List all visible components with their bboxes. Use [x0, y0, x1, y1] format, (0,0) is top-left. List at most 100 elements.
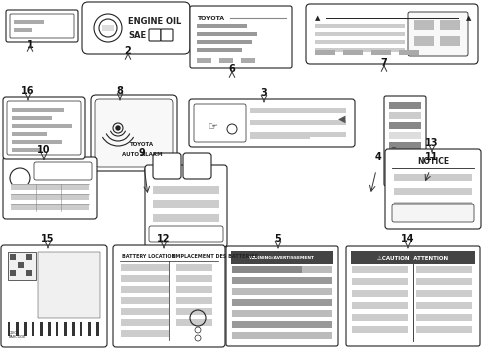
Text: 6: 6 — [229, 64, 235, 74]
FancyBboxPatch shape — [384, 96, 426, 186]
FancyBboxPatch shape — [6, 10, 78, 42]
FancyBboxPatch shape — [385, 149, 481, 229]
FancyBboxPatch shape — [189, 99, 355, 147]
Text: EMPLACEMENT DES BATTERIES: EMPLACEMENT DES BATTERIES — [172, 253, 258, 258]
Bar — [153, 200, 219, 208]
Bar — [315, 50, 335, 55]
Bar — [250, 108, 346, 113]
Bar — [232, 310, 332, 317]
Bar — [11, 194, 89, 200]
Bar — [8, 252, 36, 280]
Bar — [121, 286, 169, 293]
Bar — [176, 297, 212, 304]
FancyBboxPatch shape — [226, 246, 338, 346]
Bar — [389, 102, 421, 109]
Bar — [176, 286, 212, 293]
Bar — [394, 188, 472, 195]
Bar — [14, 20, 44, 24]
Text: 11: 11 — [425, 152, 439, 162]
FancyBboxPatch shape — [145, 165, 227, 247]
Bar — [12, 124, 72, 128]
FancyBboxPatch shape — [3, 157, 97, 219]
FancyBboxPatch shape — [194, 104, 246, 142]
Bar — [102, 25, 114, 31]
Text: TOYOTA: TOYOTA — [197, 15, 224, 21]
FancyBboxPatch shape — [34, 162, 92, 180]
Text: QUICK
BARCODE: QUICK BARCODE — [9, 330, 26, 339]
Bar — [352, 278, 408, 285]
Bar — [414, 20, 434, 30]
Bar — [389, 152, 421, 159]
Bar — [80, 322, 82, 336]
FancyBboxPatch shape — [1, 245, 107, 347]
Bar — [197, 24, 247, 28]
Text: 14: 14 — [401, 234, 415, 244]
Text: ▲: ▲ — [315, 15, 320, 21]
Text: BATTERY LOCATION: BATTERY LOCATION — [122, 253, 176, 258]
Bar — [371, 50, 391, 55]
FancyBboxPatch shape — [10, 14, 74, 38]
Bar — [11, 204, 89, 210]
Bar — [10, 270, 16, 276]
Text: TOYOTA: TOYOTA — [130, 141, 154, 147]
Text: 7: 7 — [381, 58, 388, 68]
Bar — [219, 58, 233, 63]
FancyBboxPatch shape — [190, 6, 292, 68]
Bar — [232, 332, 332, 339]
Bar — [64, 322, 67, 336]
Text: 13: 13 — [425, 138, 439, 148]
Bar — [11, 184, 89, 190]
Text: 16: 16 — [21, 86, 35, 96]
Bar — [343, 50, 363, 55]
Text: 15: 15 — [41, 234, 55, 244]
Bar — [56, 322, 58, 336]
Bar — [121, 297, 169, 304]
Bar — [315, 40, 405, 44]
Bar — [416, 326, 472, 333]
Bar — [232, 266, 302, 273]
Text: ⚠CAUTION  ATTENTION: ⚠CAUTION ATTENTION — [377, 256, 448, 261]
Bar — [197, 32, 257, 36]
Bar — [231, 251, 333, 264]
Bar — [38, 252, 100, 318]
Bar — [352, 266, 408, 273]
Bar — [26, 270, 32, 276]
FancyBboxPatch shape — [82, 2, 190, 54]
Bar — [250, 120, 346, 125]
Bar — [197, 58, 211, 63]
Bar — [394, 202, 472, 209]
Bar — [26, 254, 32, 260]
Bar — [12, 140, 62, 144]
Bar — [153, 214, 219, 222]
Text: 5: 5 — [274, 234, 281, 244]
FancyBboxPatch shape — [153, 153, 181, 179]
Bar — [153, 186, 219, 194]
Bar — [352, 290, 408, 297]
Text: 12: 12 — [157, 234, 171, 244]
Text: ~: ~ — [390, 145, 396, 151]
Bar — [24, 322, 27, 336]
Bar — [416, 314, 472, 321]
FancyBboxPatch shape — [149, 226, 223, 242]
Bar — [352, 302, 408, 309]
Bar — [197, 48, 242, 52]
Bar — [416, 278, 472, 285]
FancyBboxPatch shape — [3, 97, 85, 159]
Bar — [176, 264, 212, 271]
Text: ▲: ▲ — [466, 15, 471, 21]
Bar — [389, 132, 421, 139]
Bar — [315, 24, 405, 28]
Circle shape — [116, 126, 120, 130]
Bar — [121, 330, 169, 337]
Bar — [72, 322, 75, 336]
Bar — [176, 308, 212, 315]
Bar — [8, 322, 10, 336]
Bar — [250, 134, 310, 139]
Bar — [176, 319, 212, 326]
Text: 4: 4 — [375, 152, 381, 162]
Bar — [315, 48, 405, 52]
Bar — [315, 32, 405, 36]
FancyBboxPatch shape — [408, 12, 468, 56]
Bar — [389, 162, 421, 169]
Bar — [232, 266, 332, 273]
